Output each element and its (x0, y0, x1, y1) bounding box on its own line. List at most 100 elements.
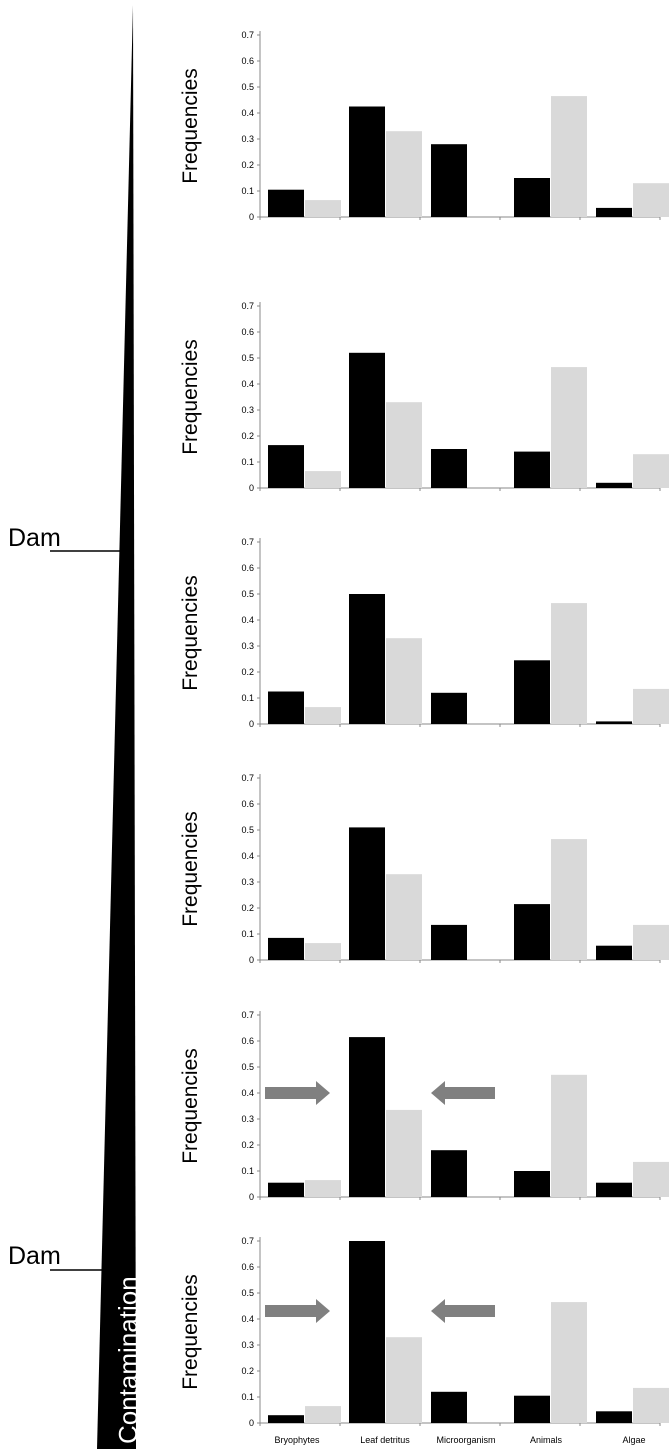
y-tick-label: 0.2 (241, 431, 254, 441)
y-tick-label: 0.5 (241, 353, 254, 363)
chart-panel-2: 0 0.1 0.2 0.3 0.4 0.5 0.6 0.7 Frequencies (179, 301, 669, 493)
x-tick-label: Microorganism (436, 1435, 495, 1445)
y-tick-label: 0.7 (241, 537, 254, 547)
y-tick-label: 0.7 (241, 1010, 254, 1020)
arrow-right (265, 1299, 330, 1323)
bar-expected-leaf-detritus (386, 638, 422, 724)
bar-expected-algae (633, 1387, 669, 1423)
bar-expected-bryophytes (305, 1406, 341, 1423)
bar-observed-bryophytes (268, 189, 304, 217)
bar-observed-microorganism (431, 692, 467, 724)
bar-expected-algae (633, 688, 669, 724)
y-tick-label: 0.5 (241, 825, 254, 835)
bar-observed-algae (596, 945, 632, 960)
y-tick-label: 0.2 (241, 1140, 254, 1150)
y-tick-label: 0.4 (241, 1088, 254, 1098)
y-tick-label: 0.1 (241, 457, 254, 467)
y-tick-label: 0 (249, 483, 254, 493)
bar-expected-animals (551, 839, 587, 960)
bar-expected-animals (551, 367, 587, 488)
y-tick-label: 0.7 (241, 1236, 254, 1246)
y-axis-label: Frequencies (179, 1048, 202, 1164)
bar-observed-microorganism (431, 1150, 467, 1197)
y-tick-label: 0.6 (241, 799, 254, 809)
y-axis-label: Frequencies (179, 1274, 202, 1390)
y-tick-label: 0.4 (241, 615, 254, 625)
arrow-left (431, 1081, 495, 1105)
y-tick-label: 0.1 (241, 929, 254, 939)
bar-expected-leaf-detritus (386, 1109, 422, 1197)
y-tick-label: 0.2 (241, 160, 254, 170)
bar-expected-bryophytes (305, 200, 341, 217)
bar-observed-animals (514, 451, 550, 488)
bar-observed-bryophytes (268, 937, 304, 960)
y-tick-label: 0.2 (241, 1366, 254, 1376)
bar-expected-algae (633, 1161, 669, 1197)
contamination-wedge (97, 5, 136, 1449)
bar-observed-bryophytes (268, 1415, 304, 1423)
x-tick-label: Leaf detritus (360, 1435, 410, 1445)
bar-observed-bryophytes (268, 1182, 304, 1197)
bar-observed-bryophytes (268, 445, 304, 488)
bar-observed-algae (596, 482, 632, 488)
y-tick-label: 0.2 (241, 903, 254, 913)
arrow-right (265, 1081, 330, 1105)
bar-observed-leaf-detritus (349, 106, 385, 217)
y-tick-label: 0.1 (241, 693, 254, 703)
chart-panel-4: 0 0.1 0.2 0.3 0.4 0.5 0.6 0.7 Frequencies (179, 773, 669, 965)
bar-expected-animals (551, 1302, 587, 1423)
bar-observed-algae (596, 207, 632, 217)
dam-lower-label: Dam (8, 1242, 61, 1270)
y-tick-label: 0.6 (241, 56, 254, 66)
bar-observed-animals (514, 178, 550, 217)
bar-expected-animals (551, 603, 587, 724)
y-axis-label: Frequencies (179, 68, 202, 184)
y-tick-label: 0.1 (241, 1392, 254, 1402)
y-tick-label: 0.5 (241, 82, 254, 92)
bar-expected-leaf-detritus (386, 402, 422, 488)
y-tick-label: 0.3 (241, 877, 254, 887)
y-axis-label: Frequencies (179, 339, 202, 455)
bar-observed-microorganism (431, 449, 467, 488)
x-tick-label: Animals (530, 1435, 563, 1445)
bar-expected-bryophytes (305, 943, 341, 960)
contamination-label: Contamination (113, 1276, 143, 1444)
y-tick-label: 0 (249, 1192, 254, 1202)
bar-expected-bryophytes (305, 707, 341, 724)
chart-panel-1: 0 0.1 0.2 0.3 0.4 0.5 0.6 0.7 Frequencies (179, 30, 669, 222)
bar-observed-algae (596, 1411, 632, 1423)
y-axis-label: Frequencies (179, 575, 202, 691)
y-tick-label: 0.3 (241, 641, 254, 651)
y-tick-label: 0.5 (241, 1062, 254, 1072)
y-tick-label: 0.7 (241, 773, 254, 783)
bar-expected-leaf-detritus (386, 1337, 422, 1423)
bar-observed-leaf-detritus (349, 594, 385, 724)
y-tick-label: 0.4 (241, 851, 254, 861)
y-tick-label: 0.7 (241, 30, 254, 40)
x-tick-label: Bryophytes (274, 1435, 320, 1445)
y-tick-label: 0.4 (241, 379, 254, 389)
arrow-left (431, 1299, 495, 1323)
y-tick-label: 0.5 (241, 589, 254, 599)
bar-observed-animals (514, 1395, 550, 1423)
y-tick-label: 0.3 (241, 1340, 254, 1350)
bar-observed-leaf-detritus (349, 1241, 385, 1423)
bar-observed-animals (514, 1171, 550, 1197)
y-tick-label: 0.3 (241, 405, 254, 415)
bar-expected-algae (633, 924, 669, 960)
y-tick-label: 0.3 (241, 134, 254, 144)
y-tick-label: 0 (249, 1418, 254, 1428)
bar-expected-algae (633, 454, 669, 488)
bar-observed-algae (596, 721, 632, 724)
x-tick-label: Algae (622, 1435, 645, 1445)
y-tick-label: 0 (249, 212, 254, 222)
dam-upper-label: Dam (8, 524, 61, 552)
bar-expected-algae (633, 183, 669, 217)
bar-expected-leaf-detritus (386, 131, 422, 217)
bar-observed-animals (514, 904, 550, 960)
bar-observed-leaf-detritus (349, 1037, 385, 1197)
chart-panels: 0 0.1 0.2 0.3 0.4 0.5 0.6 0.7 Frequencies 0 0.1 0.2… (179, 30, 669, 1445)
chart-panel-6: 0 0.1 0.2 0.3 0.4 0.5 0.6 0.7 Frequencies Bryophy… (179, 1236, 669, 1445)
bar-expected-bryophytes (305, 471, 341, 488)
